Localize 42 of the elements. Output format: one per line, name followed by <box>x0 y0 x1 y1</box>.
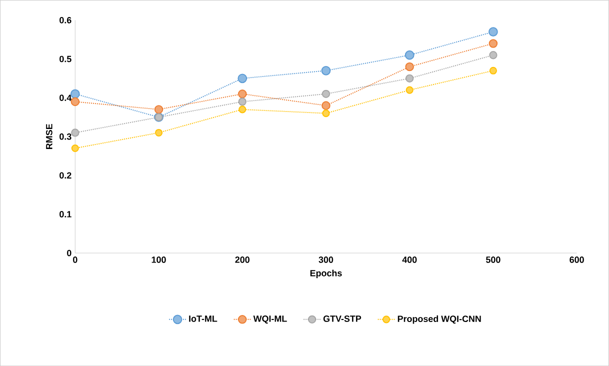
point <box>406 86 414 94</box>
y-tick-label: 0.2 <box>60 172 72 179</box>
point <box>488 27 498 36</box>
x-tick-label: 100 <box>152 256 166 263</box>
point <box>404 50 414 60</box>
point <box>322 101 330 110</box>
x-tick-label: 400 <box>402 256 417 263</box>
y-tick-label: 0.6 <box>60 16 72 24</box>
point <box>406 74 414 82</box>
y-axis-title: RMSE <box>46 124 52 149</box>
point <box>71 128 80 137</box>
point <box>71 144 79 152</box>
point <box>238 74 248 84</box>
x-tick-label: 500 <box>486 256 500 263</box>
legend-label: Proposed WQI-CNN <box>398 315 481 324</box>
y-tick-label: 0.4 <box>60 94 72 101</box>
point <box>70 89 80 99</box>
y-tick-label: 0.5 <box>60 56 72 62</box>
point <box>489 66 497 74</box>
legend-label: IoT-ML <box>189 316 218 322</box>
x-tick-label: 0 <box>73 256 78 263</box>
legend-label: GTV-STP <box>323 315 362 322</box>
x-tick-label: 300 <box>318 256 334 263</box>
point <box>70 97 80 106</box>
point <box>238 98 246 106</box>
point <box>238 89 247 98</box>
point <box>322 90 330 98</box>
x-tick-label: 200 <box>235 256 250 263</box>
x-axis-title: Epochs <box>310 270 342 278</box>
y-tick-label: 0 <box>67 250 72 256</box>
point <box>321 66 331 76</box>
legend-label: WQI-ML <box>253 315 287 324</box>
point <box>154 104 164 114</box>
y-tick-label: 0.3 <box>60 133 72 140</box>
point <box>154 128 163 136</box>
x-tick-label: 600 <box>570 256 584 263</box>
y-tick-label: 0.1 <box>60 210 72 218</box>
point <box>488 39 498 48</box>
point <box>405 62 414 72</box>
point <box>322 109 330 118</box>
point <box>238 106 246 114</box>
point <box>489 50 498 60</box>
